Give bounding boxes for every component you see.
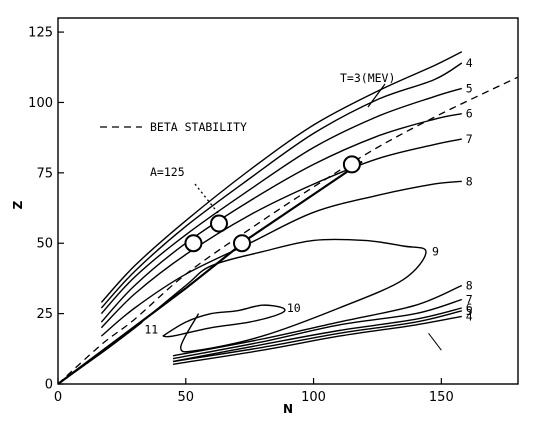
temperature-label: T=3(MEV) xyxy=(340,71,395,85)
series-5-line xyxy=(100,87,462,315)
series-beta-stability-line xyxy=(57,76,519,385)
series-3-line xyxy=(100,51,463,303)
x-tick-label: 0 xyxy=(54,390,62,405)
x-tick-label: 50 xyxy=(178,390,195,405)
curve-label: 8 xyxy=(466,278,473,292)
nucleus-marker xyxy=(342,155,361,174)
curve-label: 11 xyxy=(144,323,158,337)
curve-label: 6 xyxy=(466,107,473,121)
curve-label: 10 xyxy=(287,301,301,315)
curve-label: 6 xyxy=(466,301,473,315)
series-5-line xyxy=(172,310,462,363)
curve-label: 5 xyxy=(466,81,473,95)
isobar-pointer xyxy=(194,183,219,214)
series-4-line xyxy=(172,315,462,365)
curve-label: 7 xyxy=(466,293,473,307)
nucleus-marker xyxy=(233,234,251,253)
series-8-line xyxy=(100,180,462,337)
plot-frame xyxy=(57,17,519,385)
y-tick-label: 0 xyxy=(45,378,53,393)
series-8-line xyxy=(172,284,463,357)
y-tick-label: 125 xyxy=(28,26,53,41)
x-tick-label: 150 xyxy=(429,390,454,405)
temperature-pointer xyxy=(367,83,386,108)
nucleus-marker xyxy=(210,214,228,233)
nucleus-marker xyxy=(184,234,203,253)
series-10-line xyxy=(162,304,286,338)
curve-label: 9 xyxy=(432,245,439,259)
curve-label: 7 xyxy=(466,132,473,146)
series-7-line xyxy=(172,298,463,360)
curve-label: 5 xyxy=(466,304,473,318)
isobar-label: A=125 xyxy=(150,165,185,179)
curve-label: 4 xyxy=(466,56,473,70)
x-tick-label: 100 xyxy=(301,390,326,405)
y-tick-label: 100 xyxy=(28,96,53,111)
series-4-line xyxy=(100,62,463,309)
series-7-line xyxy=(100,138,462,329)
y-tick-label: 25 xyxy=(36,307,53,322)
label-pointer xyxy=(428,333,442,351)
series-a-125-line xyxy=(57,160,363,385)
y-axis-label: Z xyxy=(11,200,25,209)
x-axis-label: N xyxy=(283,402,293,416)
curve-label: 8 xyxy=(466,174,473,188)
curve-label: 4 xyxy=(466,309,473,323)
series-6-line xyxy=(172,307,462,363)
y-tick-label: 50 xyxy=(36,237,53,252)
y-tick-label: 75 xyxy=(36,166,53,181)
legend-label: BETA STABILITY xyxy=(150,120,247,134)
series-6-line xyxy=(100,113,462,323)
